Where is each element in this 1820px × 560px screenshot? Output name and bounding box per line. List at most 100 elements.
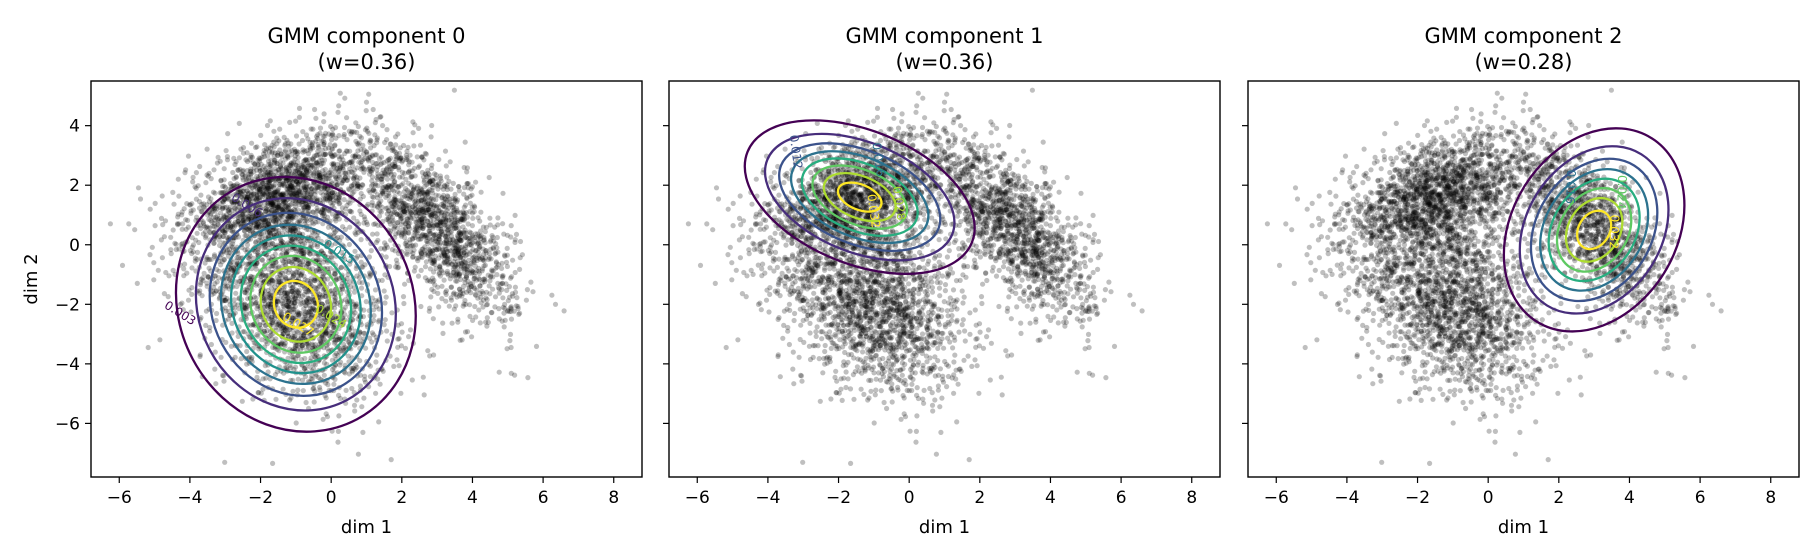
scatter-point <box>264 122 271 129</box>
scatter-point <box>324 330 330 336</box>
scatter-point <box>301 185 308 191</box>
scatter-point <box>449 320 455 326</box>
scatter-point <box>238 194 245 200</box>
scatter-point <box>336 336 343 343</box>
scatter-point <box>418 249 424 255</box>
scatter-point <box>318 309 324 315</box>
scatter-point <box>355 183 361 189</box>
scatter-point <box>265 200 271 206</box>
scatter-point <box>296 341 302 347</box>
scatter-point <box>295 319 301 325</box>
scatter-point <box>347 261 353 267</box>
scatter-point <box>370 106 376 113</box>
scatter-point <box>261 295 267 302</box>
scatter-point <box>248 168 254 174</box>
scatter-point <box>295 180 301 186</box>
scatter-point <box>483 295 489 301</box>
scatter-point <box>321 360 327 366</box>
scatter-point <box>374 175 380 181</box>
scatter-point <box>215 216 221 222</box>
scatter-point <box>221 199 227 205</box>
scatter-point <box>262 205 268 212</box>
scatter-point <box>288 335 295 341</box>
scatter-point <box>220 372 226 378</box>
scatter-point <box>293 256 299 262</box>
scatter-point <box>484 323 490 329</box>
scatter-point <box>287 288 293 294</box>
scatter-point <box>369 167 375 173</box>
scatter-point <box>335 191 341 197</box>
scatter-point <box>367 335 373 341</box>
scatter-point <box>276 202 282 208</box>
scatter-point <box>270 317 276 324</box>
scatter-point <box>403 185 409 192</box>
scatter-point <box>310 326 316 332</box>
scatter-point <box>290 284 296 290</box>
scatter-point <box>499 318 505 324</box>
scatter-point <box>311 170 317 176</box>
scatter-point <box>206 257 213 263</box>
scatter-point <box>294 343 300 349</box>
scatter-point <box>287 202 293 208</box>
scatter-point <box>242 290 248 296</box>
scatter-point <box>282 365 288 371</box>
scatter-point <box>295 257 302 263</box>
scatter-point <box>258 390 264 396</box>
scatter-point <box>245 199 251 205</box>
scatter-point <box>323 294 329 300</box>
scatter-point <box>348 365 354 372</box>
scatter-point <box>250 160 256 166</box>
scatter-point <box>241 212 247 218</box>
scatter-point <box>265 301 271 307</box>
scatter-point <box>258 161 264 167</box>
scatter-point <box>226 308 232 314</box>
scatter-point <box>311 399 317 405</box>
scatter-point <box>299 319 305 325</box>
scatter-point <box>464 214 470 220</box>
scatter-point <box>332 324 338 330</box>
scatter-point <box>295 289 301 295</box>
scatter-point <box>315 145 321 151</box>
scatter-point <box>290 271 297 277</box>
scatter-point <box>230 268 236 274</box>
scatter-point <box>461 266 468 272</box>
scatter-point <box>207 324 213 331</box>
scatter-point <box>453 291 459 297</box>
scatter-point <box>242 304 248 310</box>
scatter-point <box>364 219 370 225</box>
scatter-point <box>320 168 326 174</box>
scatter-point <box>298 238 304 244</box>
scatter-point <box>204 202 210 208</box>
scatter-point <box>303 317 309 323</box>
scatter-point <box>389 310 395 316</box>
scatter-point <box>448 295 454 301</box>
scatter-point <box>347 208 353 214</box>
scatter-point <box>203 308 209 314</box>
scatter-point <box>400 294 407 300</box>
scatter-point <box>484 315 490 321</box>
scatter-point <box>435 284 441 290</box>
scatter-point <box>305 342 311 348</box>
scatter-point <box>322 308 329 314</box>
scatter-point <box>317 125 324 131</box>
scatter-point <box>243 157 249 163</box>
scatter-point <box>211 206 218 212</box>
scatter-point <box>299 329 305 335</box>
scatter-point <box>351 301 357 307</box>
scatter-point <box>360 264 366 270</box>
scatter-point <box>227 312 233 318</box>
scatter-point <box>260 191 266 197</box>
scatter-point <box>357 372 364 378</box>
scatter-point <box>239 398 245 404</box>
scatter-point <box>399 174 405 180</box>
scatter-point <box>300 170 306 176</box>
scatter-point <box>299 269 305 275</box>
scatter-point <box>303 298 310 304</box>
scatter-point <box>317 175 323 181</box>
scatter-point <box>289 288 295 294</box>
scatter-point <box>508 275 514 281</box>
scatter-point <box>306 309 312 315</box>
scatter-point <box>327 193 333 199</box>
scatter-point <box>189 244 195 250</box>
scatter-point <box>176 221 182 227</box>
